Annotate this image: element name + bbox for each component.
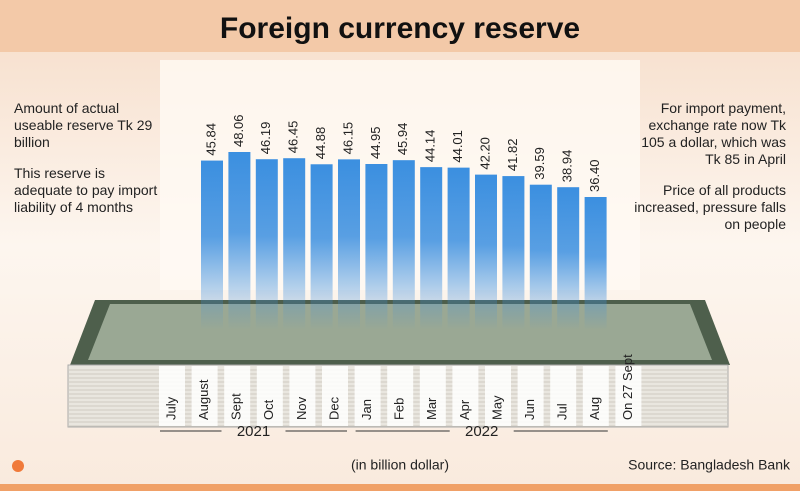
bar [447,167,470,330]
x-tick-label: Jun [522,399,537,420]
bar [420,167,443,330]
bar [584,197,607,330]
notes-left: Amount of actual useable reserve Tk 29 b… [14,100,164,230]
bar [201,160,223,330]
value-label: 44.95 [368,126,383,159]
value-label: 41.82 [505,139,520,172]
value-label: 39.59 [532,147,547,180]
x-tick-label: Feb [392,398,407,420]
bottom-band [0,484,800,491]
x-tick-label: Apr [457,399,472,420]
note: This reserve is adequate to pay import l… [14,165,158,215]
value-label: 45.84 [203,123,218,156]
value-label: 44.14 [423,130,438,163]
logo [12,460,24,472]
bar [392,160,415,330]
x-tick-label: On 27 Sept [620,354,635,420]
value-label: 45.94 [395,123,410,156]
bar [255,159,278,330]
category-box [452,366,479,426]
x-tick-label: Sept [229,393,244,420]
bar [283,158,306,330]
bar [502,176,525,330]
note: Amount of actual useable reserve Tk 29 b… [14,100,153,150]
category-box [615,366,642,426]
bar [557,187,580,330]
note: Price of all products increased, pressur… [634,182,786,232]
x-tick-label: Nov [294,396,309,420]
bar [338,159,360,330]
value-label: 44.88 [313,127,328,160]
x-tick-label: Mar [424,397,439,420]
value-label: 46.15 [340,122,355,155]
category-box [485,366,511,426]
x-tick-label: May [489,395,504,420]
x-tick-label: Aug [587,397,602,420]
title-band [0,0,800,52]
value-label: 46.19 [258,122,273,155]
category-box [354,366,381,426]
unit-label: (in billion dollar) [351,457,449,473]
value-label: 38.94 [560,150,575,183]
value-label: 42.20 [477,137,492,170]
bar [529,184,552,330]
bar [310,164,333,330]
source: Source: Bangladesh Bank [628,457,791,473]
category-box [517,366,544,426]
value-label: 48.06 [231,114,246,147]
category-box [550,366,577,426]
value-label: 46.45 [286,121,301,154]
x-tick-label: August [196,379,211,420]
category-box [256,366,283,426]
year-label: 2022 [465,423,498,440]
chart-title: Foreign currency reserve [220,12,580,45]
notes-right: For import payment, exchange rate now Tk… [626,100,786,247]
x-tick-label: Jan [359,399,374,420]
category-box [419,366,446,426]
value-label: 36.40 [587,159,602,192]
bar [228,152,251,330]
value-label: 44.01 [450,130,465,163]
category-box [224,366,251,426]
category-box [159,366,185,426]
bar [365,164,388,330]
category-box [289,366,316,426]
year-label: 2021 [237,423,270,440]
category-box [191,366,218,426]
x-tick-label: July [163,396,178,420]
x-tick-label: Jul [555,403,570,420]
x-tick-label: Dec [326,396,341,420]
bar [475,174,497,330]
category-box [582,366,609,426]
note: For import payment, exchange rate now Tk… [641,100,786,167]
x-tick-label: Oct [261,399,276,420]
category-box [387,366,414,426]
category-box [322,366,348,426]
